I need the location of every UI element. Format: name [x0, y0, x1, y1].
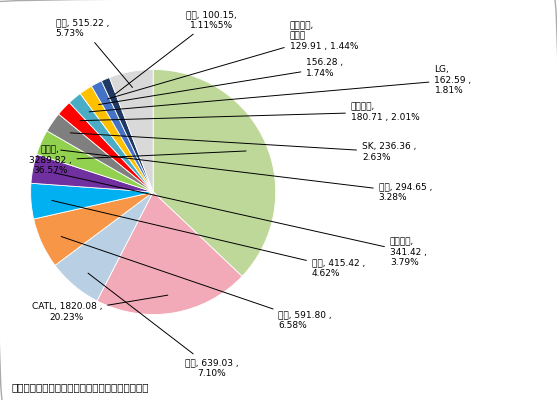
- Wedge shape: [101, 78, 153, 192]
- Text: 孚能科技,
341.42 ,
3.79%: 孚能科技, 341.42 , 3.79%: [53, 173, 427, 267]
- Text: 比克, 591.80 ,
6.58%: 比克, 591.80 , 6.58%: [61, 236, 332, 330]
- Text: CATL, 1820.08 ,
20.23%: CATL, 1820.08 , 20.23%: [32, 295, 168, 322]
- Wedge shape: [69, 94, 153, 192]
- Text: 万向, 639.03 ,
7.10%: 万向, 639.03 , 7.10%: [88, 273, 238, 378]
- Text: 东莞创明,
多氟多
129.91 , 1.44%: 东莞创明, 多氟多 129.91 , 1.44%: [108, 21, 358, 99]
- Wedge shape: [91, 81, 153, 192]
- Wedge shape: [153, 70, 276, 276]
- Wedge shape: [31, 154, 153, 192]
- Text: LG,
162.59 ,
1.81%: LG, 162.59 , 1.81%: [89, 65, 472, 112]
- Wedge shape: [55, 192, 153, 301]
- Text: SK, 236.36 ,
2.63%: SK, 236.36 , 2.63%: [70, 133, 417, 162]
- Text: 无锡, 100.15,
1.11%5%: 无锡, 100.15, 1.11%5%: [115, 10, 237, 94]
- Wedge shape: [33, 192, 153, 265]
- Wedge shape: [31, 183, 153, 219]
- Wedge shape: [110, 70, 153, 192]
- Text: 数据来源：中汽中心；分析制图：第一电动研究院: 数据来源：中汽中心；分析制图：第一电动研究院: [11, 382, 149, 392]
- Wedge shape: [97, 192, 242, 314]
- Text: 156.28 ,
1.74%: 156.28 , 1.74%: [99, 58, 344, 105]
- Text: 光宇, 294.65 ,
3.28%: 光宇, 294.65 , 3.28%: [61, 150, 432, 202]
- Wedge shape: [80, 86, 153, 192]
- Text: 其他, 515.22 ,
5.73%: 其他, 515.22 , 5.73%: [56, 18, 133, 88]
- Wedge shape: [58, 103, 153, 192]
- Text: 力神, 415.42 ,
4.62%: 力神, 415.42 , 4.62%: [52, 200, 365, 278]
- Text: 比亚迪,
3289.82 ,
36.57%: 比亚迪, 3289.82 , 36.57%: [29, 145, 246, 175]
- Wedge shape: [37, 131, 153, 192]
- Wedge shape: [47, 114, 153, 192]
- Text: 国轩高科,
180.71 , 2.01%: 国轩高科, 180.71 , 2.01%: [80, 102, 419, 122]
